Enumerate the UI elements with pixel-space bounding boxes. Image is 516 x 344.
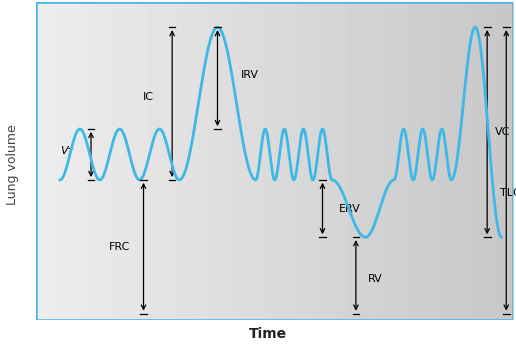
Text: Lung volume: Lung volume (6, 125, 20, 205)
Text: TLC: TLC (500, 187, 516, 198)
Text: IRV: IRV (241, 70, 260, 80)
Text: ERV: ERV (339, 204, 361, 214)
Text: RV: RV (368, 273, 382, 283)
Text: $V_T$: $V_T$ (60, 144, 75, 158)
Text: IC: IC (143, 92, 154, 102)
Text: Time: Time (249, 326, 287, 341)
Text: FRC: FRC (109, 242, 131, 252)
Text: VC: VC (495, 127, 511, 137)
